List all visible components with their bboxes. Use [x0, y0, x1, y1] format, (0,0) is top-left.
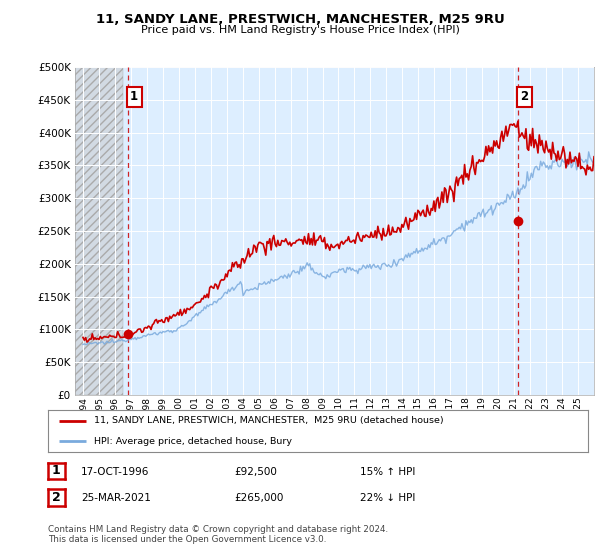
Text: Price paid vs. HM Land Registry's House Price Index (HPI): Price paid vs. HM Land Registry's House … [140, 25, 460, 35]
Text: HPI: Average price, detached house, Bury: HPI: Average price, detached house, Bury [94, 436, 292, 446]
Bar [75, 67, 123, 395]
Text: £265,000: £265,000 [234, 493, 283, 503]
Text: £92,500: £92,500 [234, 467, 277, 477]
Text: 1: 1 [52, 464, 61, 478]
Text: 25-MAR-2021: 25-MAR-2021 [81, 493, 151, 503]
Text: 2: 2 [520, 90, 529, 103]
Text: 11, SANDY LANE, PRESTWICH, MANCHESTER, M25 9RU: 11, SANDY LANE, PRESTWICH, MANCHESTER, M… [95, 13, 505, 26]
Text: Contains HM Land Registry data © Crown copyright and database right 2024.
This d: Contains HM Land Registry data © Crown c… [48, 525, 388, 544]
Text: 17-OCT-1996: 17-OCT-1996 [81, 467, 149, 477]
Text: 1: 1 [130, 90, 138, 103]
Text: 2: 2 [52, 491, 61, 504]
Text: 22% ↓ HPI: 22% ↓ HPI [360, 493, 415, 503]
Bar [75, 67, 123, 395]
Text: 15% ↑ HPI: 15% ↑ HPI [360, 467, 415, 477]
Text: 11, SANDY LANE, PRESTWICH, MANCHESTER,  M25 9RU (detached house): 11, SANDY LANE, PRESTWICH, MANCHESTER, M… [94, 416, 443, 426]
